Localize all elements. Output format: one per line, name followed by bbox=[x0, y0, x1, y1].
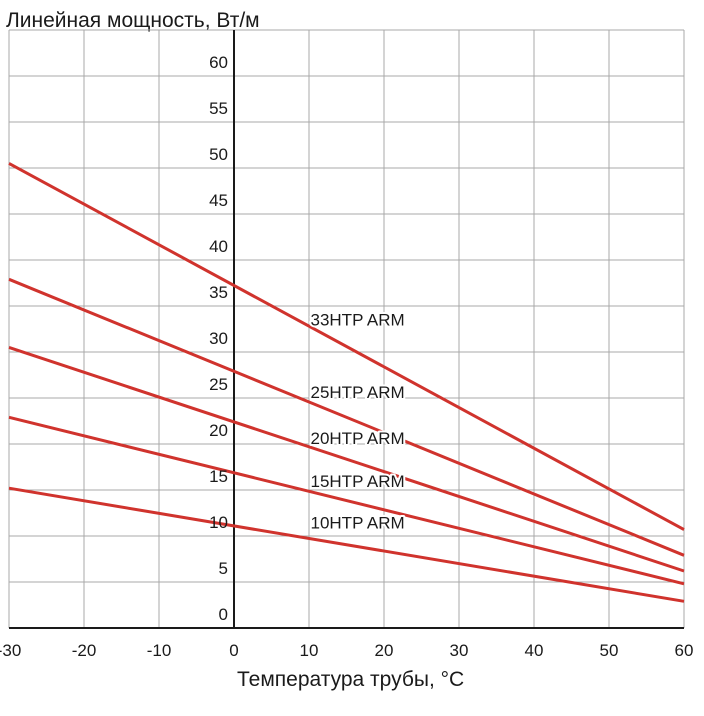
y-tick-label: 0 bbox=[219, 605, 228, 624]
series-line bbox=[8, 486, 685, 603]
y-tick-label: 50 bbox=[209, 145, 228, 164]
axes bbox=[9, 30, 684, 629]
x-axis-title: Температура трубы, °С bbox=[237, 668, 465, 691]
x-tick-label: 20 bbox=[375, 641, 394, 660]
y-tick-label: 60 bbox=[209, 53, 228, 72]
y-tick-label: 10 bbox=[209, 513, 228, 532]
x-tick-label: 10 bbox=[300, 641, 319, 660]
y-axis-title: Линейная мощность, Вт/м bbox=[6, 9, 260, 32]
series-line bbox=[8, 277, 685, 557]
series-line bbox=[8, 345, 685, 573]
tick-labels: -30 -20 -10 0 10 20 30 40 50 60 0 5 10 15 20 25 30 35 40 45… bbox=[0, 53, 693, 660]
y-tick-label: 30 bbox=[209, 329, 228, 348]
x-tick-label: 30 bbox=[450, 641, 469, 660]
y-tick-label: 5 bbox=[219, 559, 228, 578]
y-tick-label: 55 bbox=[209, 99, 228, 118]
x-tick-label: -10 bbox=[147, 641, 172, 660]
series-annotation: 15HTP ARM bbox=[311, 472, 405, 491]
series-line bbox=[8, 415, 685, 586]
y-tick-label: 40 bbox=[209, 237, 228, 256]
y-tick-label: 20 bbox=[209, 421, 228, 440]
series-line bbox=[8, 162, 685, 531]
y-tick-label: 45 bbox=[209, 191, 228, 210]
x-tick-label: -30 bbox=[0, 641, 21, 660]
series-annotation: 10HTP ARM bbox=[311, 514, 405, 533]
x-tick-label: 40 bbox=[525, 641, 544, 660]
series-annotation: 33HTP ARM bbox=[311, 310, 405, 329]
series-annotation: 25HTP ARM bbox=[311, 383, 405, 402]
x-tick-label: -20 bbox=[72, 641, 97, 660]
y-tick-label: 25 bbox=[209, 375, 228, 394]
series-annotations: 33HTP ARM 25HTP ARM 20HTP ARM 15HTP ARM 10HT… bbox=[309, 308, 407, 534]
x-tick-label: 60 bbox=[675, 641, 694, 660]
y-tick-label: 35 bbox=[209, 283, 228, 302]
y-tick-label: 15 bbox=[209, 467, 228, 486]
x-tick-label: 0 bbox=[229, 641, 238, 660]
series-annotation: 20HTP ARM bbox=[311, 429, 405, 448]
series-lines bbox=[8, 162, 685, 603]
x-tick-label: 50 bbox=[600, 641, 619, 660]
